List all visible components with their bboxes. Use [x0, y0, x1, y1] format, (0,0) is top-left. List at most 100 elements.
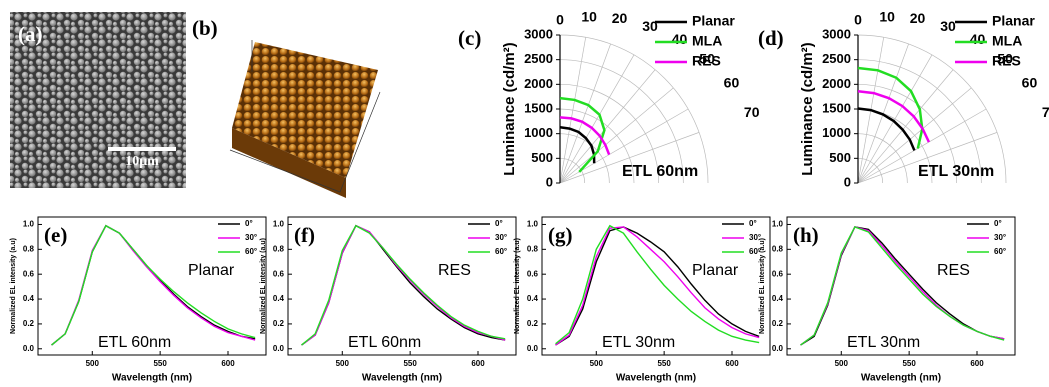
- y-tick-label: 1.0: [527, 220, 539, 229]
- x-axis-label: Wavelength (nm): [112, 373, 192, 384]
- y-axis-label: Luminance (cd/m²): [501, 42, 518, 175]
- y-axis-label: Normalized EL intensity (a.u): [260, 238, 267, 334]
- angle-tick-label: 70: [744, 104, 760, 120]
- afm-image: (b): [192, 16, 380, 198]
- polar-chart: 050010001500200025003000010203040506070L…: [758, 8, 1049, 189]
- y-tick-label: 0.8: [23, 244, 35, 253]
- line-chart: 0.00.20.40.60.81.0500550600Wavelength (n…: [759, 217, 1015, 384]
- angle-tick-label: 40: [672, 31, 688, 47]
- angle-tick-label: 10: [581, 8, 597, 24]
- y-tick-label: 0.6: [772, 269, 784, 278]
- y-tick-label: 1.0: [273, 220, 285, 229]
- y-tick-label: 2500: [822, 51, 851, 66]
- sample-label: Planar: [188, 262, 235, 279]
- legend-label: 30°: [245, 233, 257, 242]
- legend-label: 30°: [495, 233, 507, 242]
- panel-label: (e): [44, 223, 67, 247]
- series-line: [858, 109, 914, 151]
- y-tick-label: 0.2: [23, 319, 35, 328]
- y-tick-label: 1500: [524, 100, 553, 115]
- legend-label: RES: [992, 53, 1021, 69]
- sample-label: RES: [438, 262, 471, 279]
- legend-label: 60°: [495, 247, 507, 256]
- legend-label: 30°: [994, 233, 1006, 242]
- y-tick-label: 3000: [822, 26, 851, 41]
- x-axis-label: Wavelength (nm): [861, 373, 941, 384]
- panel-label: (b): [192, 16, 218, 40]
- x-tick-label: 600: [221, 359, 235, 368]
- y-tick-label: 1000: [524, 125, 553, 140]
- legend-label: 0°: [994, 219, 1002, 228]
- panel-label: (g): [548, 223, 573, 247]
- legend-label: 0°: [749, 219, 757, 228]
- panel-label: (h): [793, 223, 819, 247]
- x-axis-label: Wavelength (nm): [362, 373, 442, 384]
- condition-label: ETL 30nm: [847, 334, 920, 351]
- series-line: [858, 68, 922, 148]
- y-tick-label: 0.8: [273, 244, 285, 253]
- figure: 10μm (a) (b) 050010001500200025003000010…: [0, 0, 1049, 387]
- y-tick-label: 0.6: [23, 269, 35, 278]
- legend-label: 60°: [994, 247, 1006, 256]
- legend-label: 0°: [495, 219, 503, 228]
- sample-label: RES: [937, 262, 970, 279]
- angle-tick-label: 40: [970, 31, 986, 47]
- x-tick-label: 550: [657, 359, 671, 368]
- angle-tick-label: 0: [854, 12, 862, 28]
- angle-tick-label: 30: [940, 18, 956, 34]
- legend-label: 60°: [245, 247, 257, 256]
- y-tick-label: 1500: [822, 100, 851, 115]
- annotation: ETL 30nm: [918, 163, 994, 180]
- x-tick-label: 600: [725, 359, 739, 368]
- y-tick-label: 0.4: [527, 294, 539, 303]
- y-axis-label: Normalized EL intensity (a.u): [10, 238, 17, 334]
- y-tick-label: 2500: [524, 51, 553, 66]
- x-tick-label: 500: [590, 359, 604, 368]
- y-tick-label: 0.0: [772, 344, 784, 353]
- condition-label: ETL 60nm: [348, 334, 421, 351]
- y-tick-label: 0: [844, 174, 851, 189]
- condition-label: ETL 60nm: [98, 334, 171, 351]
- y-tick-label: 0.0: [23, 344, 35, 353]
- y-tick-label: 0.8: [772, 244, 784, 253]
- x-tick-label: 500: [835, 359, 849, 368]
- y-tick-label: 0.6: [273, 269, 285, 278]
- legend-label: Planar: [692, 13, 735, 29]
- panel-label: (d): [758, 26, 784, 50]
- line-chart: 0.00.20.40.60.81.0500550600Wavelength (n…: [10, 217, 266, 384]
- sample-label: Planar: [692, 262, 739, 279]
- legend-label: 0°: [245, 219, 253, 228]
- y-tick-label: 0.4: [273, 294, 285, 303]
- x-tick-label: 600: [471, 359, 485, 368]
- angle-tick-label: 20: [612, 10, 628, 26]
- y-tick-label: 500: [829, 150, 851, 165]
- y-tick-label: 0.8: [527, 244, 539, 253]
- legend-label: RES: [692, 53, 721, 69]
- panel-label: (a): [18, 22, 43, 46]
- legend-label: MLA: [992, 33, 1022, 49]
- angle-tick-label: 60: [1022, 75, 1038, 91]
- series-line: [302, 226, 506, 345]
- y-tick-label: 500: [531, 150, 553, 165]
- y-axis-label: Normalized EL intensity (a.u): [759, 238, 766, 334]
- angle-tick-label: 20: [910, 10, 926, 26]
- y-tick-label: 2000: [822, 76, 851, 91]
- panel-label: (c): [458, 26, 481, 50]
- y-tick-label: 1.0: [772, 220, 784, 229]
- y-tick-label: 0: [546, 174, 553, 189]
- series-line: [801, 227, 1005, 345]
- y-tick-label: 0.4: [23, 294, 35, 303]
- x-tick-label: 500: [336, 359, 350, 368]
- series-line: [801, 227, 1005, 345]
- y-tick-label: 0.2: [772, 319, 784, 328]
- y-tick-label: 2000: [524, 76, 553, 91]
- y-axis-label: Luminance (cd/m²): [799, 42, 816, 175]
- x-tick-label: 500: [86, 359, 100, 368]
- legend-label: MLA: [692, 33, 722, 49]
- series-line: [801, 227, 1005, 345]
- angle-tick-label: 0: [556, 12, 564, 28]
- annotation: ETL 60nm: [622, 163, 698, 180]
